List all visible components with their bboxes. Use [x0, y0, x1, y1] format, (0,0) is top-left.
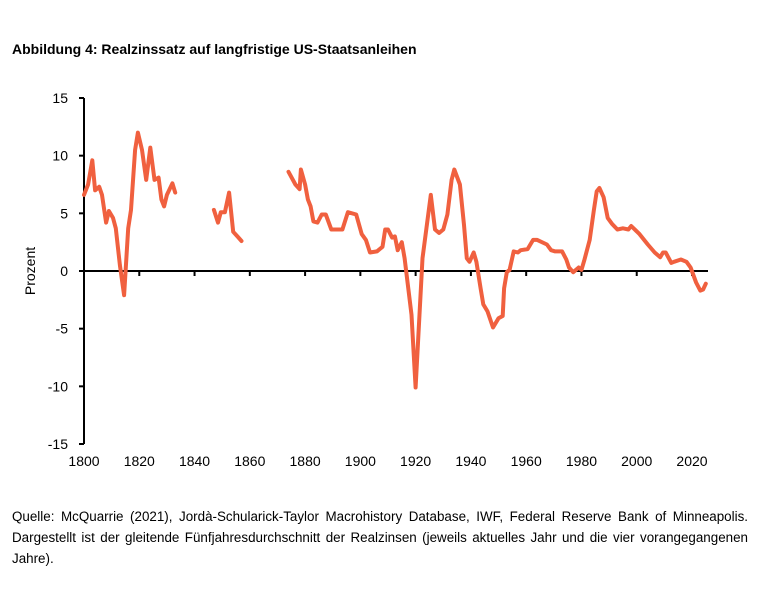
x-tick-label: 1860	[234, 453, 265, 469]
y-tick-label: 15	[52, 90, 68, 106]
x-tick-label: 1900	[345, 453, 376, 469]
y-tick-label: -10	[48, 378, 68, 394]
y-tick-label: 0	[60, 263, 68, 279]
series-line-segment	[286, 167, 708, 390]
y-tick-label: 10	[52, 148, 68, 164]
x-tick-label: 1960	[511, 453, 542, 469]
x-tick-label: 1980	[566, 453, 597, 469]
x-tick-label: 1920	[400, 453, 431, 469]
x-tick-label: 1840	[179, 453, 210, 469]
y-axis-title: Prozent	[22, 247, 38, 295]
x-tick-label: 2000	[621, 453, 652, 469]
source-note: Quelle: McQuarrie (2021), Jordà-Schulari…	[12, 509, 748, 566]
x-tick-label: 1940	[455, 453, 486, 469]
chart-title: Abbildung 4: Realzinssatz auf langfristi…	[12, 41, 417, 57]
y-tick-label: 5	[60, 205, 68, 221]
y-tick-label: -15	[48, 436, 68, 452]
x-tick-label: 1800	[68, 453, 99, 469]
y-tick-label: -5	[56, 321, 69, 337]
series-line-segment	[82, 130, 178, 298]
x-tick-label: 1880	[290, 453, 321, 469]
x-tick-label: 1820	[124, 453, 155, 469]
series-line-segment	[211, 190, 244, 243]
x-tick-label: 2020	[676, 453, 707, 469]
series-lines	[82, 130, 708, 390]
